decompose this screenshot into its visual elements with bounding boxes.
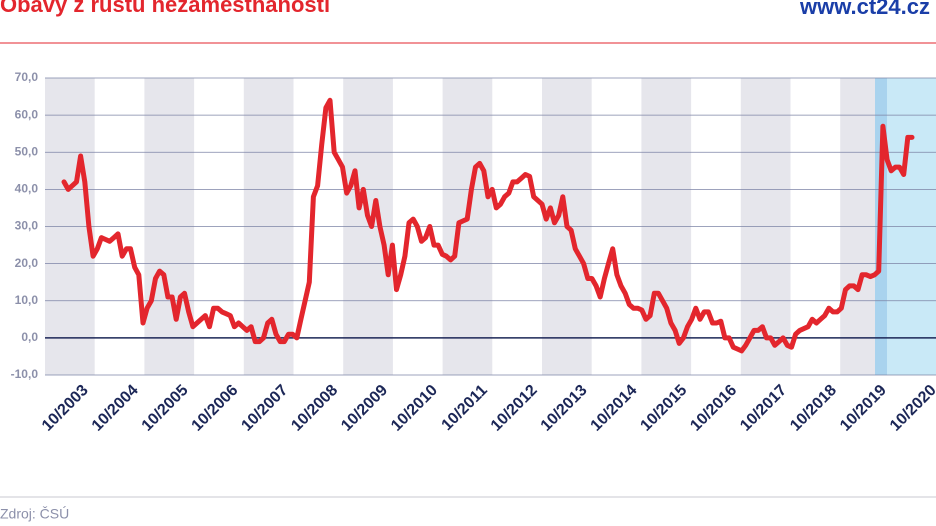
y-tick-label: 0,0 <box>21 330 38 344</box>
x-tick-label: 10/2013 <box>538 382 591 435</box>
y-tick-label: 50,0 <box>15 144 39 158</box>
x-tick-label: 10/2019 <box>837 382 890 435</box>
y-tick-label: 60,0 <box>15 107 39 121</box>
x-tick-label: 10/2004 <box>89 382 142 435</box>
x-tick-label: 10/2003 <box>39 382 92 435</box>
site: www.ct24.cz <box>799 0 930 19</box>
x-tick-label: 10/2006 <box>189 382 242 435</box>
x-tick-label: 10/2020 <box>887 382 936 435</box>
x-tick-label: 10/2017 <box>737 382 790 435</box>
data-line <box>61 97 915 354</box>
x-tick-label: 10/2015 <box>637 382 690 435</box>
x-tick-label: 10/2016 <box>687 382 740 435</box>
y-tick-label: 10,0 <box>15 293 39 307</box>
x-tick-label: 10/2014 <box>588 382 641 435</box>
x-tick-label: 10/2008 <box>288 382 341 435</box>
x-tick-label: 10/2009 <box>338 382 391 435</box>
y-tick-label: -10,0 <box>11 367 39 381</box>
x-tick-label: 10/2018 <box>787 382 840 435</box>
y-tick-label: 20,0 <box>15 256 39 270</box>
x-tick-label: 10/2005 <box>139 382 192 435</box>
chart-title: Obavy z růstu nezaměstnanosti <box>0 0 330 17</box>
y-tick-label: 40,0 <box>15 182 39 196</box>
y-tick-label: 70,0 <box>15 70 39 84</box>
x-tick-label: 10/2012 <box>488 382 541 435</box>
y-tick-label: 30,0 <box>15 219 39 233</box>
x-tick-label: 10/2011 <box>439 382 491 434</box>
x-tick-label: 10/2007 <box>238 382 291 435</box>
source: Zdroj: ČSÚ <box>0 506 69 522</box>
x-tick-label: 10/2010 <box>388 382 441 435</box>
